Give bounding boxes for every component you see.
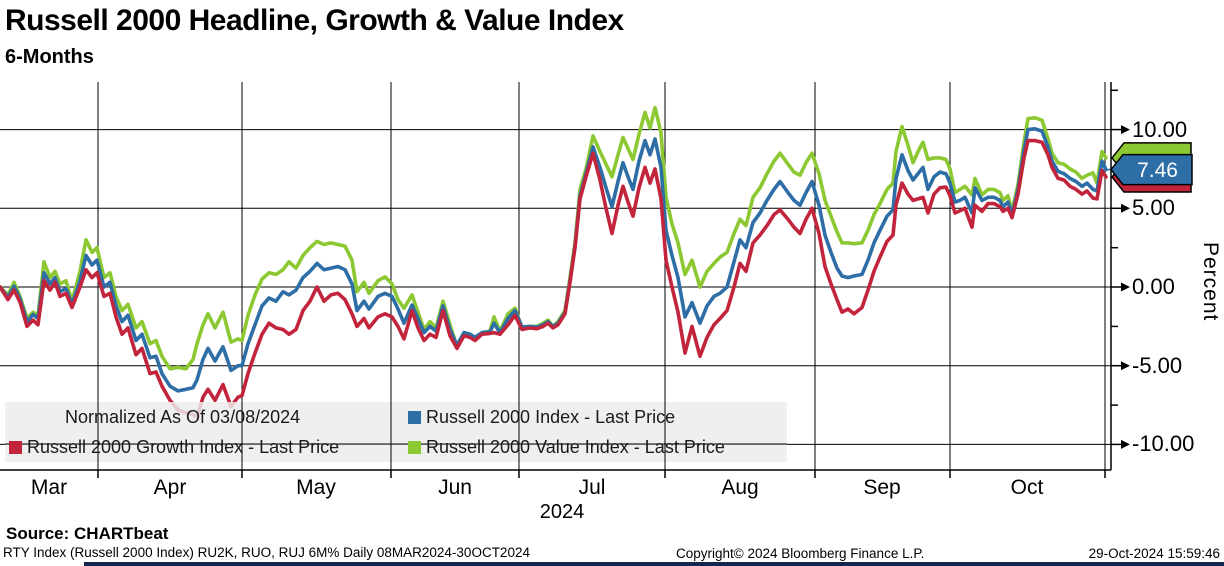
legend-normalized-note: Normalized As Of 03/08/2024 <box>5 402 403 432</box>
x-month-label: Oct <box>1010 476 1044 499</box>
footer-meta-text: RTY Index (Russell 2000 Index) RU2K, RUO… <box>3 545 530 560</box>
x-month-label: Aug <box>721 476 759 499</box>
x-month-label: Jun <box>438 476 472 499</box>
legend-item-headline[interactable]: Russell 2000 Index - Last Price <box>403 402 787 432</box>
x-axis-year-label: 2024 <box>539 501 585 523</box>
y-tick-label: 5.00 <box>1132 195 1175 221</box>
y-tick-label: 10.00 <box>1132 116 1188 142</box>
legend-item-label: Russell 2000 Index - Last Price <box>426 406 676 427</box>
x-month-label: Apr <box>153 476 187 499</box>
value-swatch-icon <box>408 440 421 454</box>
x-month-label: Sep <box>863 476 901 499</box>
bottom-panel-edge <box>84 562 1224 566</box>
y-tick-label: 0.00 <box>1132 274 1175 299</box>
legend-box <box>5 402 787 462</box>
headline-swatch-icon <box>408 410 421 424</box>
x-month-label: Jul <box>578 476 606 499</box>
y-tick-label: -10.00 <box>1132 431 1195 457</box>
headline-price-tag-label: 7.46 <box>1137 159 1178 182</box>
y-axis-title: Percent <box>1199 242 1222 322</box>
axis-layer <box>0 82 1130 478</box>
legend-normalized-label: Normalized As Of 03/08/2024 <box>65 406 301 427</box>
chart-legend: Normalized As Of 03/08/2024 Russell 2000… <box>5 402 787 462</box>
series-layer <box>0 105 1108 420</box>
growth-swatch-icon <box>9 440 22 454</box>
legend-item-label: Russell 2000 Growth Index - Last Price <box>27 436 340 457</box>
footer-datetime: 29-Oct-2024 15:59:46 <box>1088 546 1220 561</box>
price-tag-layer: 6.997.46 <box>1103 142 1193 193</box>
footer-copyright: Copyright© 2024 Bloomberg Finance L.P. <box>676 546 925 561</box>
legend-item-growth[interactable]: Russell 2000 Growth Index - Last Price <box>5 432 403 462</box>
headline-index-line <box>0 127 1108 393</box>
x-month-label: May <box>296 476 336 499</box>
page-title: Russell 2000 Headline, Growth & Value In… <box>5 4 624 37</box>
headline-price-tag <box>1110 153 1193 186</box>
source-label: Source: CHARTbeat <box>6 524 169 543</box>
y-tick-label: -5.00 <box>1132 352 1183 378</box>
x-month-label: Mar <box>30 476 68 499</box>
growth-index-line <box>0 138 1108 420</box>
legend-item-label: Russell 2000 Value Index - Last Price <box>426 436 725 457</box>
legend-item-value[interactable]: Russell 2000 Value Index - Last Price <box>403 432 787 462</box>
page-subtitle: 6-Months <box>5 46 94 68</box>
